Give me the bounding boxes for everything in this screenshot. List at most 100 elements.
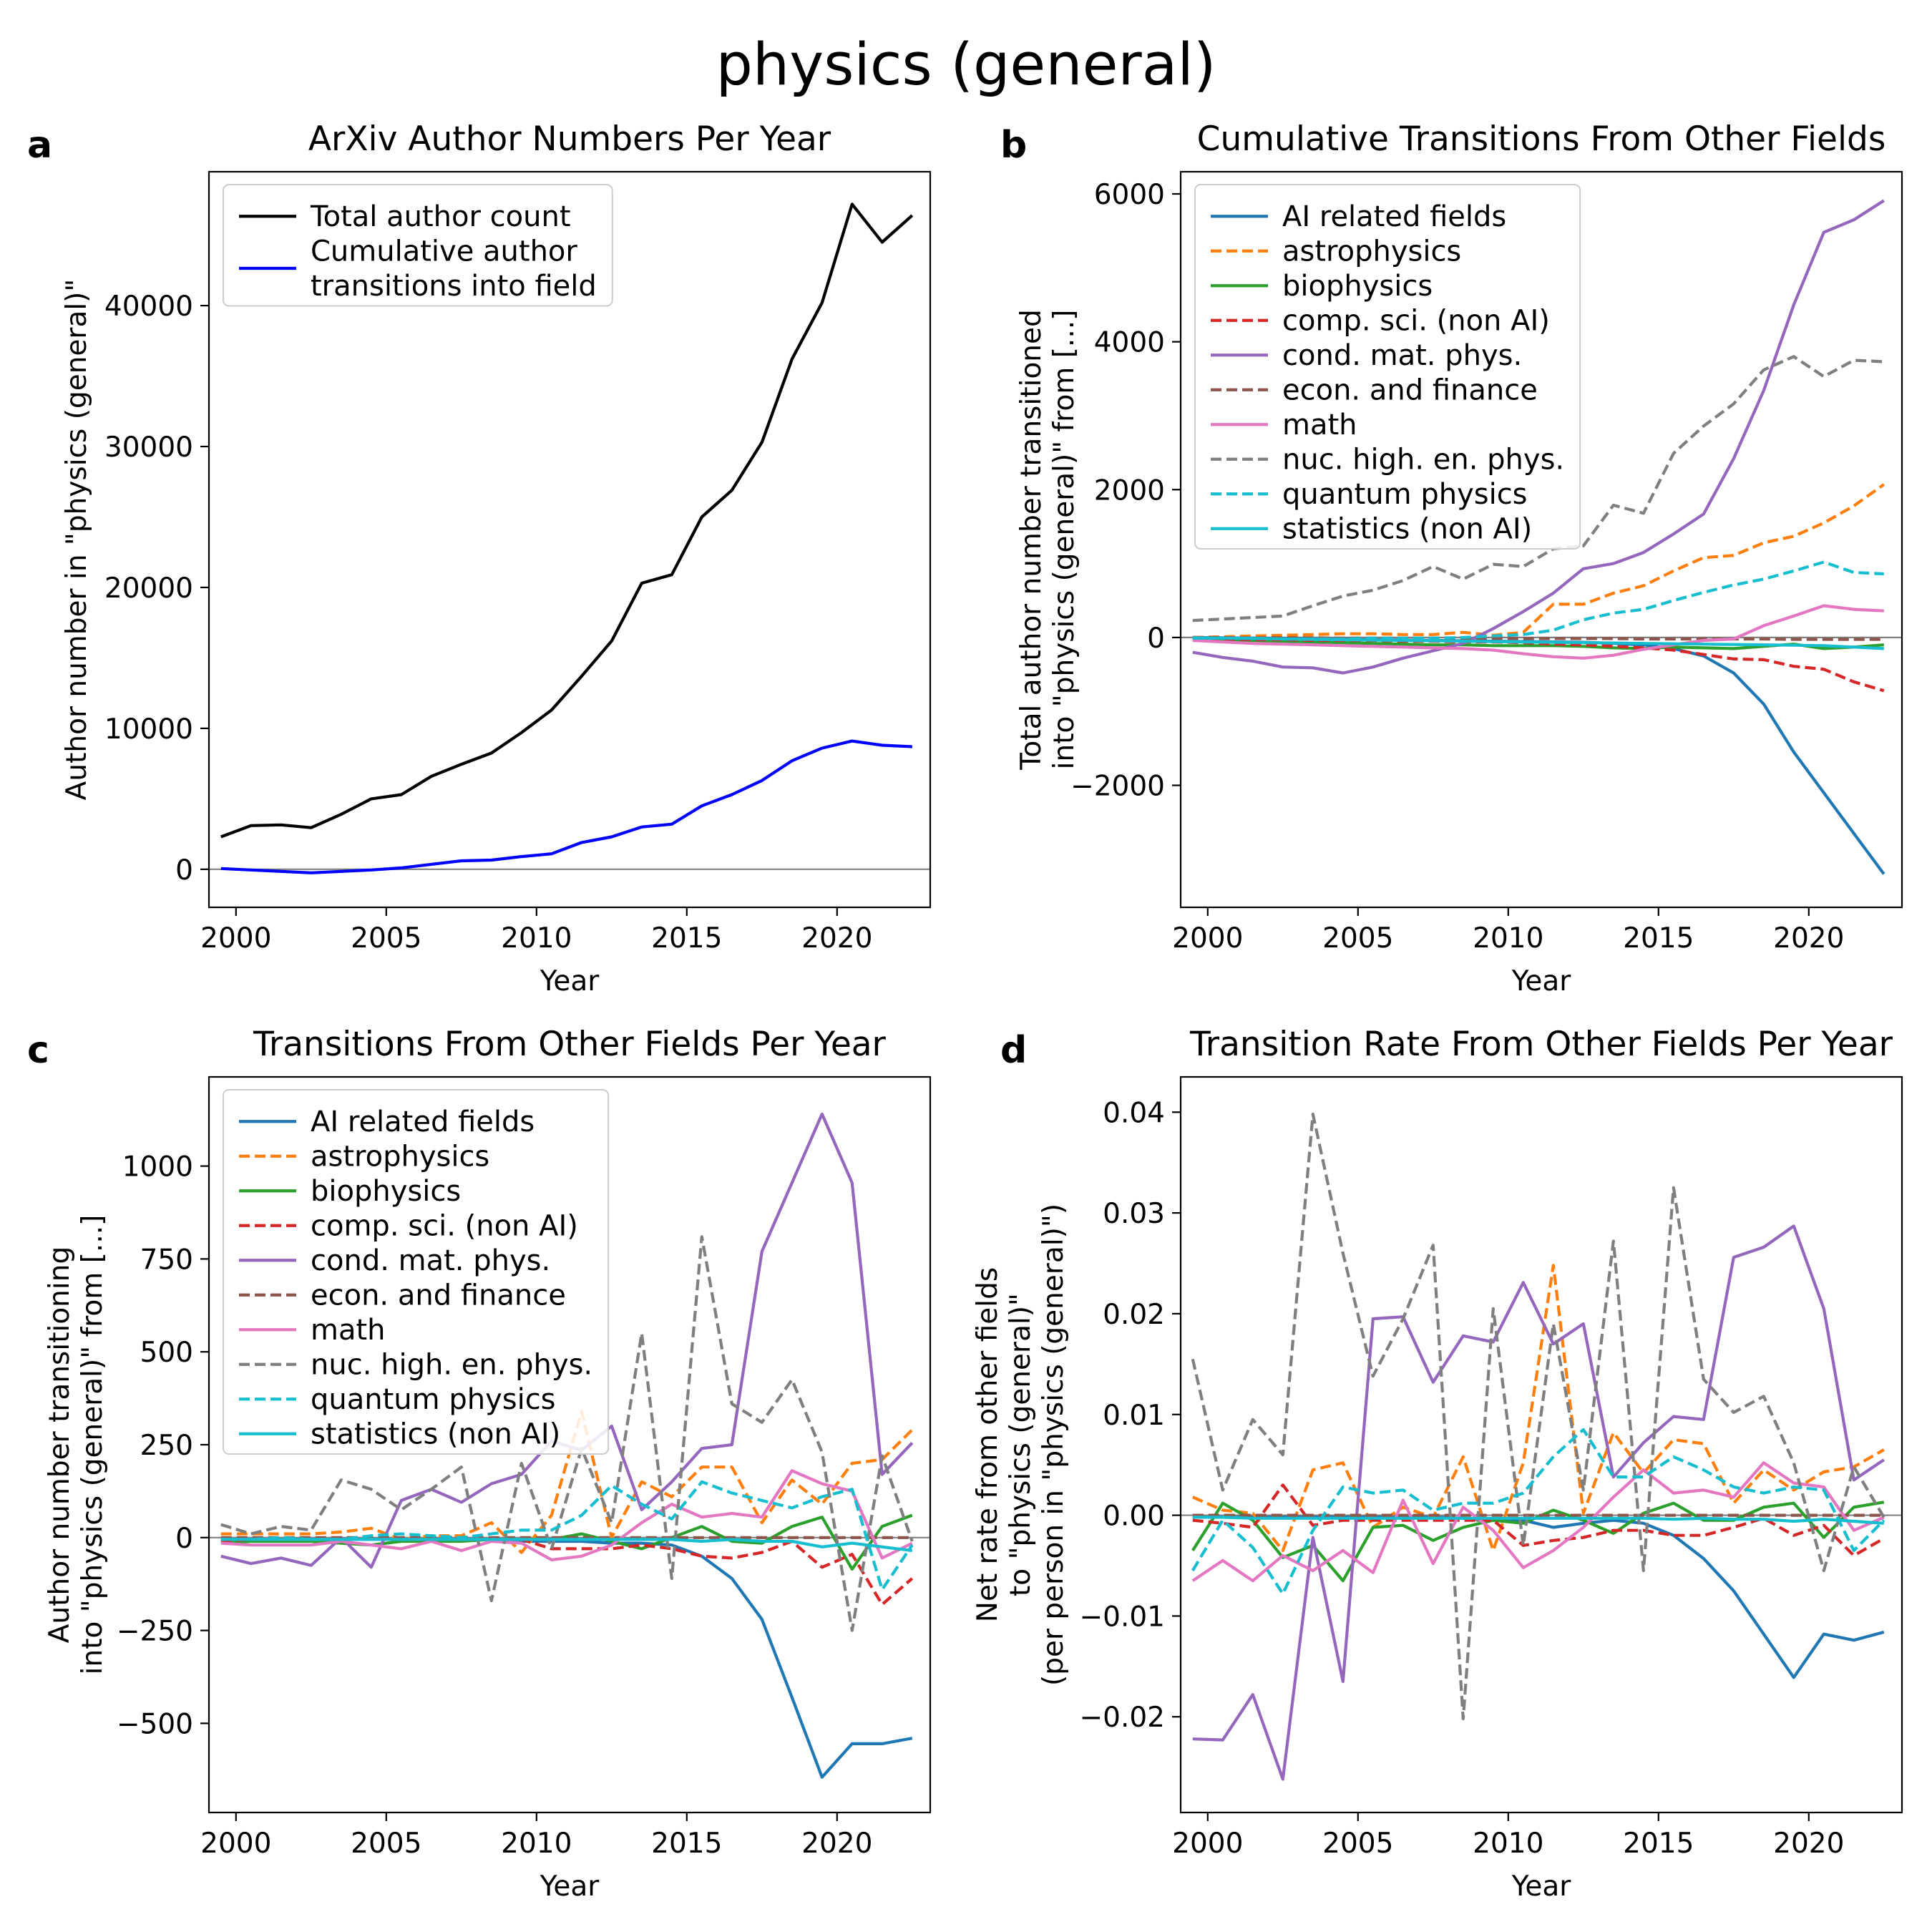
panel-d: d Transition Rate From Other Fields Per Y… xyxy=(972,1025,1903,1903)
x-axis-label: Year xyxy=(1511,1870,1572,1903)
y-tick-label: 250 xyxy=(140,1430,193,1462)
series-line-nuc-high-en-phys xyxy=(1192,355,1884,623)
x-tick-label: 2010 xyxy=(1473,922,1543,955)
series-group xyxy=(1192,199,1885,875)
series-line-comp-sci-non-ai xyxy=(1192,1483,1885,1557)
panel-label: c xyxy=(27,1029,49,1072)
y-tick-label: 1000 xyxy=(122,1151,193,1184)
panel-label: a xyxy=(27,124,52,167)
series-line-astrophysics xyxy=(220,1410,914,1554)
series-line-cumulative-author-transitions-into-field xyxy=(220,739,912,874)
y-tick-label: −0.02 xyxy=(1079,1702,1165,1734)
y-tick-label: 4000 xyxy=(1094,327,1165,359)
y-tick-label: 0 xyxy=(1147,623,1165,655)
legend-box xyxy=(223,184,613,307)
y-tick-label: 0.04 xyxy=(1103,1097,1165,1129)
x-tick-label: 2015 xyxy=(1623,922,1694,955)
x-tick-label: 2000 xyxy=(1172,1828,1243,1860)
y-tick-label: 0 xyxy=(175,854,193,887)
legend-label-nuc-high-en-phys: nuc. high. en. phys. xyxy=(311,1349,592,1382)
x-axis-label: Year xyxy=(540,965,600,997)
panel-b: b Cumulative Transitions From Other Field… xyxy=(1000,119,1903,997)
x-tick-label: 2020 xyxy=(1773,1828,1844,1860)
series-group xyxy=(220,1112,914,1779)
y-axis-label-line: Total author number transitioned xyxy=(1015,309,1048,771)
x-axis-label: Year xyxy=(1511,965,1572,997)
x-tick-label: 2010 xyxy=(501,922,572,955)
legend-label-statistics-non-ai: statistics (non AI) xyxy=(1282,513,1532,546)
legend-box xyxy=(223,1089,610,1455)
panel-a: a ArXiv Author Numbers Per Year 2000 2005 20… xyxy=(27,119,932,997)
legend-label-quantum-physics: quantum physics xyxy=(1282,478,1528,511)
y-axis-label-line: Author number in "physics (general)" xyxy=(61,279,93,801)
legend-label-ai-related-fields: AI related fields xyxy=(311,1106,535,1138)
series-line-cond-mat-phys xyxy=(1192,1224,1885,1781)
legend: AI related fieldsastrophysicsbiophysicsc… xyxy=(223,1089,610,1455)
series-line-math xyxy=(1191,1461,1885,1583)
y-axis-label: Net rate from other fields to "physics (g… xyxy=(972,1204,1070,1686)
panel-label: d xyxy=(1000,1029,1027,1072)
axes-frame xyxy=(1179,170,1903,909)
x-axis-label: Year xyxy=(540,1870,600,1903)
legend-label-cumulative-author-transitions-into-field: transitions into field xyxy=(311,270,597,303)
y-axis-label: Author number transitioning into "physics… xyxy=(44,1215,109,1675)
y-tick-label: 0.00 xyxy=(1103,1501,1165,1533)
x-tick-label: 2000 xyxy=(200,1828,271,1860)
panel-title: Transition Rate From Other Fields Per Ye… xyxy=(1189,1025,1893,1064)
x-tick-label: 2020 xyxy=(801,922,872,955)
y-tick-label: 40000 xyxy=(104,291,193,323)
y-tick-label: 0.03 xyxy=(1103,1198,1165,1230)
series-group xyxy=(1191,1112,1885,1781)
legend-label-quantum-physics: quantum physics xyxy=(311,1383,556,1416)
legend-label-math: math xyxy=(311,1314,386,1347)
series-line-statistics-non-ai xyxy=(220,1538,913,1553)
y-axis-label-line: to "physics (general)" xyxy=(1005,1293,1037,1596)
series-line-nuc-high-en-phys xyxy=(1191,1112,1885,1721)
y-axis-label-line: Author number transitioning xyxy=(44,1246,76,1643)
x-tick-label: 2015 xyxy=(1623,1828,1694,1860)
series-line-nuc-high-en-phys xyxy=(220,1235,914,1632)
legend-label-biophysics: biophysics xyxy=(1282,270,1433,303)
legend-label-biophysics: biophysics xyxy=(311,1175,461,1208)
y-tick-label: 10000 xyxy=(104,713,193,746)
axes-frame xyxy=(208,170,932,909)
panel-title: Transitions From Other Fields Per Year xyxy=(253,1025,886,1064)
panel-title: ArXiv Author Numbers Per Year xyxy=(308,119,831,159)
y-tick-label: −250 xyxy=(117,1616,193,1648)
x-tick-label: 2000 xyxy=(200,922,271,955)
legend-label-total-author-count: Total author count xyxy=(310,200,571,233)
legend-label-comp-sci-non-ai: comp. sci. (non AI) xyxy=(1282,305,1550,338)
legend-label-cond-mat-phys: cond. mat. phys. xyxy=(1282,339,1522,372)
series-group xyxy=(220,203,914,874)
legend-label-ai-related-fields: AI related fields xyxy=(1282,200,1506,233)
series-line-math xyxy=(1192,604,1884,660)
series-line-cond-mat-phys xyxy=(1192,199,1885,675)
series-line-biophysics xyxy=(1191,1501,1885,1583)
y-tick-label: 0.02 xyxy=(1103,1299,1165,1331)
panel-label: b xyxy=(1000,124,1027,167)
y-axis-label: Author number in "physics (general)" xyxy=(61,279,93,801)
legend: AI related fieldsastrophysicsbiophysicsc… xyxy=(1194,184,1581,550)
y-axis-label-line: Net rate from other fields xyxy=(972,1267,1004,1622)
y-tick-label: 20000 xyxy=(104,572,193,605)
legend-label-nuc-high-en-phys: nuc. high. en. phys. xyxy=(1282,444,1564,477)
legend-label-astrophysics: astrophysics xyxy=(311,1141,489,1174)
legend-label-statistics-non-ai: statistics (non AI) xyxy=(311,1418,560,1451)
series-line-math xyxy=(220,1469,913,1561)
legend-label-cumulative-author-transitions-into-field: Cumulative author xyxy=(311,235,577,268)
x-tick-label: 2020 xyxy=(1773,922,1844,955)
y-tick-label: −0.01 xyxy=(1079,1601,1165,1633)
legend-label-econ-and-finance: econ. and finance xyxy=(311,1279,566,1312)
y-axis-label-line: into "physics (general)" from [...] xyxy=(77,1215,109,1675)
x-tick-label: 2005 xyxy=(351,922,421,955)
panel-c: c Transitions From Other Fields Per Year 2… xyxy=(27,1025,932,1903)
y-tick-label: 6000 xyxy=(1094,179,1165,211)
x-tick-label: 2005 xyxy=(1322,922,1393,955)
y-axis-label-line: (per person in "physics (general)") xyxy=(1038,1204,1070,1686)
legend-label-econ-and-finance: econ. and finance xyxy=(1282,374,1538,407)
x-tick-label: 2015 xyxy=(651,922,722,955)
y-tick-label: 750 xyxy=(140,1244,193,1276)
